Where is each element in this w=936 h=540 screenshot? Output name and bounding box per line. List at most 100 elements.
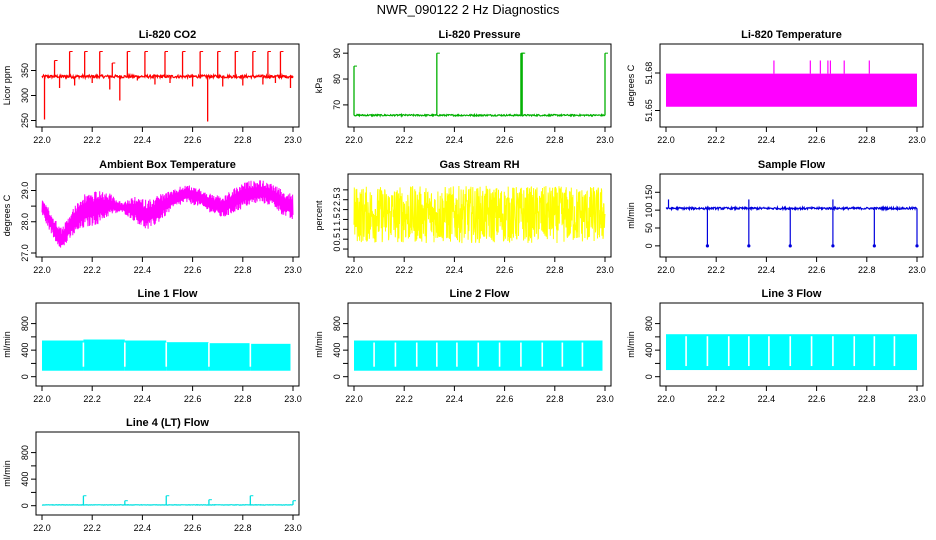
figure-title: NWR_090122 2 Hz Diagnostics <box>376 2 560 17</box>
x-tick-label: 22.8 <box>234 265 252 275</box>
panel-title: Li-820 Temperature <box>741 29 842 41</box>
y-tick-label: 27.0 <box>20 244 30 262</box>
y-tick-label: 1.5 <box>332 213 342 226</box>
y-tick-label: 0 <box>20 503 30 508</box>
panel-title: Line 3 Flow <box>762 288 822 300</box>
x-tick-label: 22.6 <box>496 394 514 404</box>
x-tick-label: 22.8 <box>234 523 252 533</box>
x-tick-label: 23.0 <box>596 135 614 145</box>
y-tick-label: 400 <box>644 343 654 358</box>
panel-8: Line 2 Flow 22.0 22.2 22.4 22.6 22.8 23.0 0 400 8… <box>314 288 614 404</box>
flow-gap <box>561 342 564 367</box>
flow-band <box>666 334 917 371</box>
x-tick-label: 22.0 <box>33 135 51 145</box>
x-tick-label: 22.8 <box>234 135 252 145</box>
x-tick-label: 22.0 <box>345 135 363 145</box>
y-axis-label: degrees C <box>626 64 636 106</box>
x-tick-label: 22.6 <box>496 135 514 145</box>
y-axis-label: Licor ppm <box>2 66 12 106</box>
flow-gap <box>832 336 834 367</box>
x-tick-label: 22.2 <box>707 135 725 145</box>
plot-frame <box>35 431 300 516</box>
y-tick-label: 2.5 <box>332 193 342 206</box>
x-tick-label: 22.6 <box>808 135 826 145</box>
x-tick-label: 22.8 <box>858 265 876 275</box>
panel-9: Line 3 Flow 22.0 22.2 22.4 22.6 22.8 23.0 0 400 8… <box>626 288 926 404</box>
y-tick-label: 800 <box>20 316 30 331</box>
y-axis-label: percent <box>314 200 324 231</box>
x-tick-label: 22.0 <box>345 265 363 275</box>
x-tick-label: 23.0 <box>284 523 302 533</box>
flow-gap <box>208 342 210 367</box>
panel-6: Sample Flow 22.0 22.2 22.4 22.6 22.8 23.0 0 50 10… <box>626 159 926 275</box>
x-tick-label: 22.6 <box>184 135 202 145</box>
x-tick-label: 22.4 <box>134 265 152 275</box>
y-axis-label: ml/min <box>2 331 12 358</box>
y-axis-label: degrees C <box>2 194 12 236</box>
y-tick-label: 0 <box>644 243 654 248</box>
x-tick-label: 22.2 <box>707 394 725 404</box>
plot-frame <box>659 173 924 258</box>
panel-7: Line 1 Flow 22.0 22.2 22.4 22.6 22.8 23.0 0 400 8… <box>2 288 302 404</box>
x-tick-label: 22.2 <box>395 265 413 275</box>
y-axis-label: ml/min <box>314 331 324 358</box>
y-tick-label: 29.0 <box>20 182 30 200</box>
y-tick-label: 51.65 <box>644 99 654 122</box>
x-tick-label: 22.4 <box>758 394 776 404</box>
y-tick-label: 0 <box>20 374 30 379</box>
panel-2: Li-820 Pressure 22.0 22.2 22.4 22.6 22.8 23.0 7… <box>314 29 614 145</box>
plot-frame <box>35 43 300 128</box>
y-tick-label: 300 <box>20 88 30 103</box>
flow-gap <box>748 336 750 367</box>
x-tick-label: 22.6 <box>808 394 826 404</box>
panel-title: Line 2 Flow <box>450 288 510 300</box>
flow-gap <box>82 342 85 367</box>
y-tick-label: 150 <box>644 185 654 200</box>
x-tick-label: 22.4 <box>446 394 464 404</box>
x-tick-label: 22.8 <box>546 265 564 275</box>
y-tick-label: 100 <box>644 203 654 218</box>
panel-10: Line 4 (LT) Flow 22.0 22.2 22.4 22.6 22.8 23.0… <box>2 417 302 533</box>
y-tick-label: 28.0 <box>20 213 30 231</box>
x-tick-label: 22.2 <box>395 394 413 404</box>
dip-point <box>831 244 835 248</box>
y-axis-label: kPa <box>314 78 324 94</box>
x-tick-label: 22.0 <box>33 265 51 275</box>
panel-3: Li-820 Temperature 22.0 22.2 22.4 22.6 22.8 23… <box>626 29 926 145</box>
y-tick-label: 1 <box>332 227 342 232</box>
flow-gap <box>810 336 813 367</box>
y-tick-label: 0 <box>332 247 342 252</box>
flow-gap <box>520 342 522 367</box>
panel-title: Line 1 Flow <box>138 288 198 300</box>
x-tick-label: 22.0 <box>657 135 675 145</box>
y-tick-label: 2 <box>332 207 342 212</box>
flow-band <box>83 339 125 371</box>
x-tick-label: 23.0 <box>284 394 302 404</box>
x-tick-label: 23.0 <box>908 265 926 275</box>
x-tick-label: 22.0 <box>33 523 51 533</box>
y-axis-label: ml/min <box>2 460 12 487</box>
flow-band <box>124 340 167 371</box>
flow-band <box>250 343 291 371</box>
x-tick-label: 23.0 <box>596 265 614 275</box>
x-tick-label: 22.4 <box>134 394 152 404</box>
y-tick-label: 0 <box>332 374 342 379</box>
y-tick-label: 400 <box>20 343 30 358</box>
x-tick-label: 23.0 <box>908 135 926 145</box>
flow-band <box>42 340 84 371</box>
dip-point <box>915 244 919 248</box>
y-tick-label: 800 <box>20 445 30 460</box>
y-tick-label: 0 <box>644 374 654 379</box>
y-tick-label: 50 <box>644 223 654 233</box>
flow-gap <box>541 342 544 367</box>
y-tick-label: 0.5 <box>332 233 342 246</box>
flow-gap <box>893 336 896 367</box>
flow-gap <box>768 336 770 367</box>
panel-title: Li-820 Pressure <box>439 29 521 41</box>
panel-title: Line 4 (LT) Flow <box>126 417 209 429</box>
y-tick-label: 51.68 <box>644 62 654 85</box>
flow-gap <box>394 342 397 367</box>
x-tick-label: 22.0 <box>657 265 675 275</box>
